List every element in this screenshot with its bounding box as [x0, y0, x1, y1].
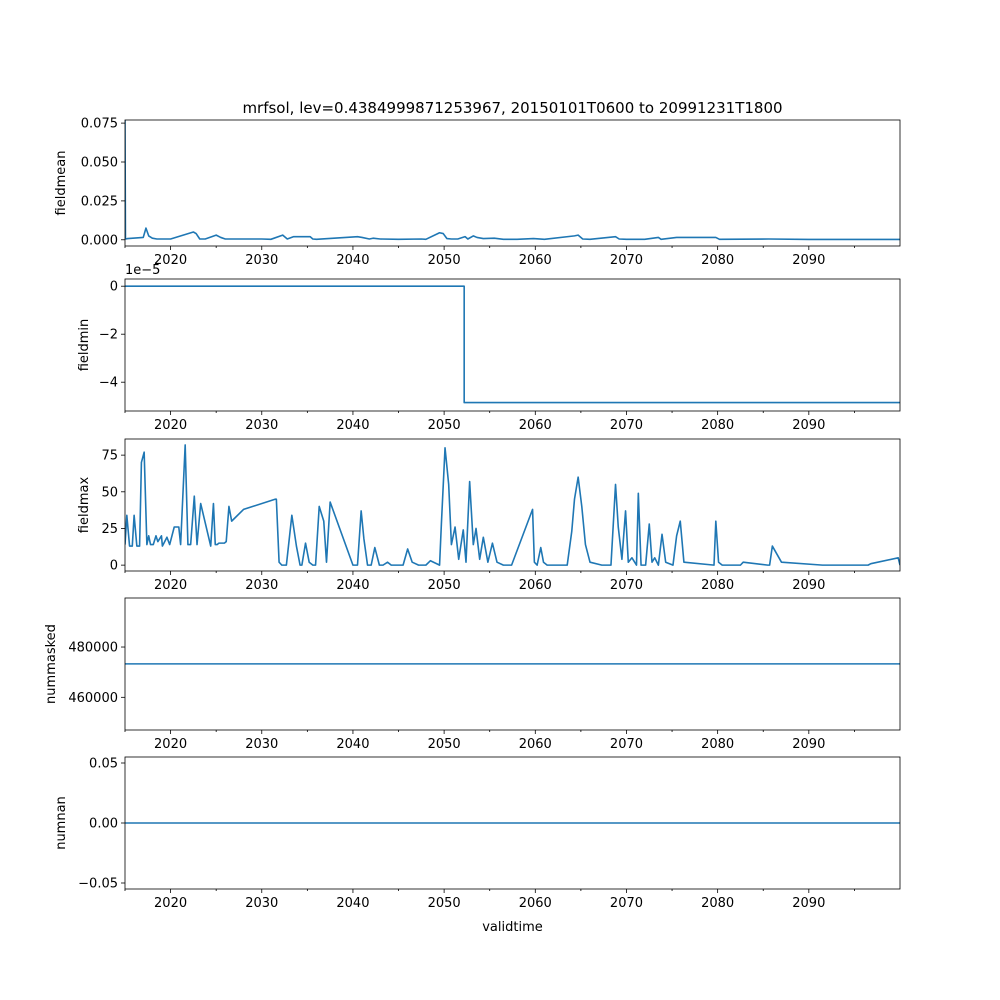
x-tick-label: 2070	[610, 737, 643, 752]
x-tick-label: 2060	[519, 253, 552, 268]
panel-nummasked: 2020 2030 2040 2050 2060 2070 2080 2090 460000 48…	[44, 597, 901, 752]
x-tick-label: 2030	[245, 896, 278, 911]
x-tick-label: 2090	[792, 418, 825, 433]
y-axis-label: fieldmin	[77, 319, 92, 372]
y-offset-text: 1e−5	[125, 263, 160, 278]
y-axis-label: numnan	[54, 796, 69, 850]
plot-frame	[124, 119, 901, 247]
plot-frame	[124, 438, 901, 572]
x-tick-label: 2080	[701, 253, 734, 268]
plot-frame	[124, 278, 901, 412]
x-tick-label: 2090	[792, 253, 825, 268]
y-axis-label: nummasked	[44, 624, 59, 704]
x-tick-label: 2050	[428, 253, 461, 268]
x-tick-label: 2030	[245, 418, 278, 433]
x-tick-label: 2090	[792, 737, 825, 752]
series-line-fieldmax	[125, 444, 900, 566]
y-tick-label: 50	[101, 485, 118, 500]
x-tick-label: 2080	[701, 737, 734, 752]
y-tick-label: 0	[110, 559, 118, 574]
x-tick-label: 2050	[428, 896, 461, 911]
x-tick-label: 2090	[792, 896, 825, 911]
panels: 2020 2030 2040 2050 2060 2070 2080 20900.0000.0…	[44, 117, 901, 911]
series-line-fieldmin	[125, 285, 900, 404]
x-tick-label: 2040	[336, 418, 369, 433]
x-tick-label: 2050	[428, 418, 461, 433]
x-tick-label: 2020	[154, 737, 187, 752]
x-tick-label: 2030	[245, 737, 278, 752]
plot-frame	[124, 597, 901, 731]
y-tick-label: 0.075	[81, 117, 118, 132]
y-tick-label: 480000	[68, 641, 118, 656]
series-line-fieldmean	[125, 120, 900, 241]
x-tick-label: 2090	[792, 578, 825, 593]
x-tick-label: 2040	[336, 253, 369, 268]
x-tick-label: 2060	[519, 896, 552, 911]
x-tick-label: 2040	[336, 896, 369, 911]
y-tick-label: 0.000	[81, 233, 118, 248]
x-tick-label: 2070	[610, 896, 643, 911]
panel-fieldmin: 2020 2030 2040 2050 2060 2070 2080 2090 0 −2 −4 fie…	[77, 263, 901, 433]
x-tick-label: 2050	[428, 578, 461, 593]
x-tick-label: 2020	[154, 578, 187, 593]
y-tick-label: 75	[101, 449, 118, 464]
x-tick-label: 2070	[610, 578, 643, 593]
x-tick-label: 2020	[154, 253, 187, 268]
y-tick-label: −2	[99, 328, 118, 343]
y-tick-label: 0.05	[89, 757, 118, 772]
plot-frame	[124, 756, 901, 890]
x-tick-label: 2020	[154, 896, 187, 911]
panel-fieldmax: 2020 2030 2040 2050 2060 2070 2080 2090 0 25 50 75 f…	[77, 438, 901, 593]
y-tick-label: 0.050	[81, 156, 118, 171]
x-tick-label: 2070	[610, 253, 643, 268]
x-tick-label: 2050	[428, 737, 461, 752]
x-tick-label: 2080	[701, 896, 734, 911]
y-tick-label: −4	[99, 376, 118, 391]
figure-title: mrfsol, lev=0.4384999871253967, 20150101…	[242, 99, 782, 117]
x-tick-label: 2030	[245, 578, 278, 593]
x-tick-label: 2020	[154, 418, 187, 433]
y-axis-label: fieldmax	[77, 477, 92, 534]
y-tick-label: 0	[110, 280, 118, 295]
x-tick-label: 2080	[701, 418, 734, 433]
x-tick-label: 2040	[336, 578, 369, 593]
x-tick-label: 2030	[245, 253, 278, 268]
x-tick-label: 2060	[519, 578, 552, 593]
y-tick-label: 460000	[68, 691, 118, 706]
x-tick-label: 2040	[336, 737, 369, 752]
x-tick-label: 2060	[519, 737, 552, 752]
x-tick-label: 2080	[701, 578, 734, 593]
panel-numnan: 2020 2030 2040 2050 2060 2070 2080 2090 −0.05 0.0…	[54, 756, 901, 911]
x-tick-label: 2070	[610, 418, 643, 433]
y-tick-label: −0.05	[78, 877, 118, 892]
panel-fieldmean: 2020 2030 2040 2050 2060 2070 2080 2090 0.000 0.0…	[54, 117, 901, 268]
y-tick-label: 0.025	[81, 194, 118, 209]
y-tick-label: 0.00	[89, 817, 118, 832]
y-axis-label: fieldmean	[54, 151, 69, 216]
x-tick-label: 2060	[519, 418, 552, 433]
y-tick-label: 25	[101, 522, 118, 537]
x-axis-label: validtime	[482, 920, 543, 935]
